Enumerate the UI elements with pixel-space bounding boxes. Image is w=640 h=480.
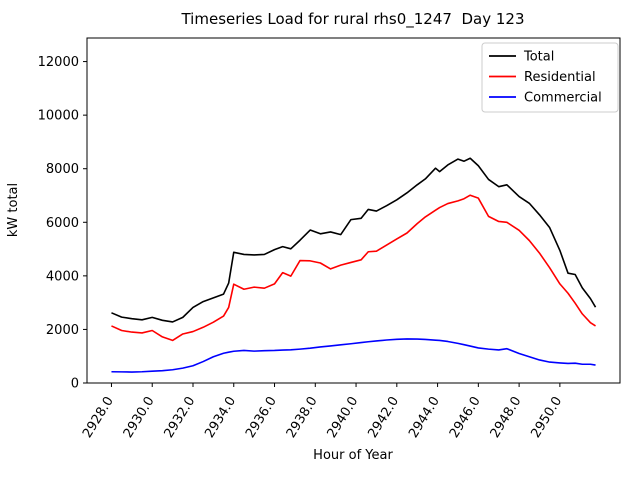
series-line-residential	[111, 194, 596, 342]
x-tick-label: 2942.0	[365, 394, 402, 441]
x-tick-label: 2950.0	[528, 394, 565, 441]
series-line-commercial	[111, 338, 596, 373]
chart-title: Timeseries Load for rural rhs0_1247 Day …	[180, 10, 524, 29]
x-tick-label: 2940.0	[325, 394, 362, 441]
y-tick-label: 12000	[38, 55, 79, 70]
y-axis-label: kW total	[6, 183, 21, 237]
y-tick-label: 6000	[46, 216, 79, 231]
x-tick-label: 2944.0	[406, 394, 443, 441]
x-tick-label: 2930.0	[121, 394, 158, 441]
series-lines	[111, 157, 597, 373]
x-tick-label: 2946.0	[447, 394, 484, 441]
legend-label-residential: Residential	[524, 70, 596, 85]
x-tick-label: 2948.0	[488, 394, 525, 441]
series-line-total	[111, 157, 597, 323]
y-tick-label: 10000	[38, 109, 79, 124]
legend-label-commercial: Commercial	[524, 91, 602, 106]
x-tick-label: 2932.0	[162, 394, 199, 441]
x-tick-label: 2928.0	[80, 394, 117, 441]
x-tick-label: 2938.0	[284, 394, 321, 441]
y-tick-label: 8000	[46, 162, 79, 177]
y-axis-ticks: 0 2000 4000 6000 8000 10000 12000	[38, 55, 87, 392]
x-axis-label: Hour of Year	[313, 448, 393, 463]
x-tick-label: 2934.0	[202, 394, 239, 441]
y-tick-label: 0	[71, 377, 79, 392]
legend-box	[481, 42, 619, 113]
x-tick-label: 2936.0	[243, 394, 280, 441]
y-tick-label: 2000	[46, 323, 79, 338]
y-tick-label: 4000	[46, 269, 79, 284]
legend: Total Residential Commercial	[481, 42, 619, 113]
x-axis-ticks: 2928.0 2930.0 2932.0 2934.0 2936.0 2938.0 2940…	[80, 383, 565, 441]
legend-label-total: Total	[523, 50, 554, 65]
